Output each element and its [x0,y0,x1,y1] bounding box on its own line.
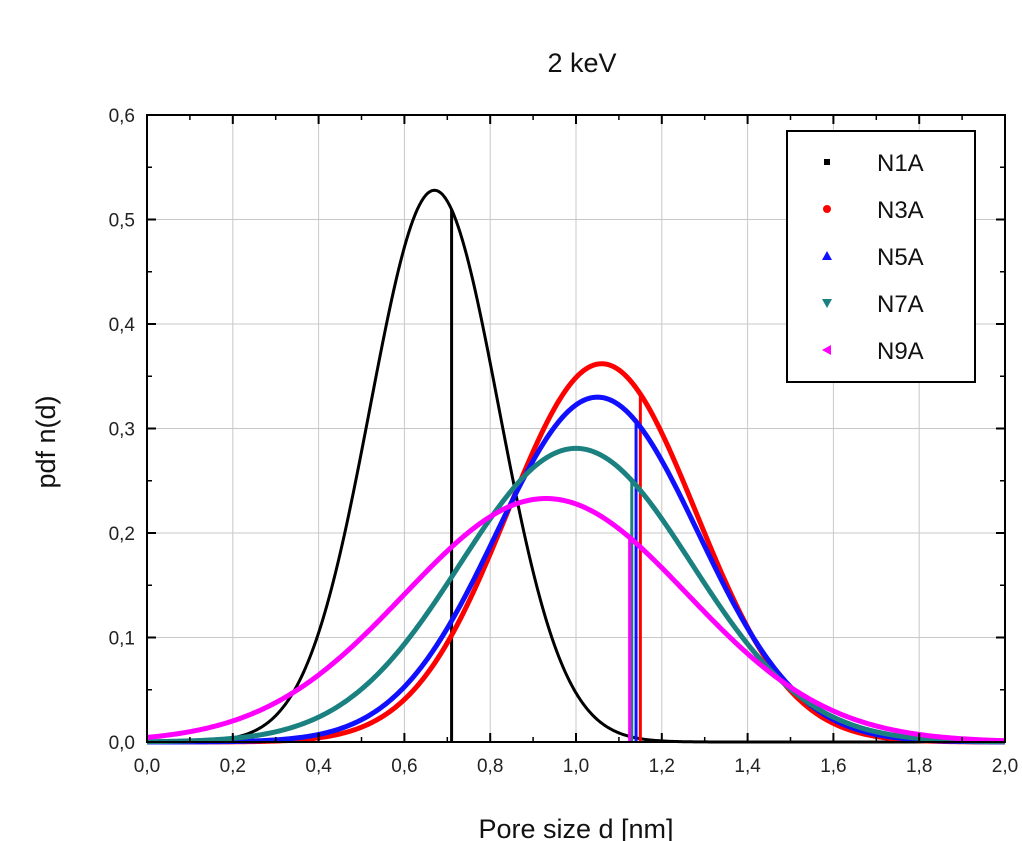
x-tick-label: 2,0 [992,756,1018,777]
y-tick-label: 0,4 [109,315,136,336]
y-tick-label: 0,0 [109,733,135,754]
x-axis-title: Pore size d [nm] [478,814,673,841]
x-tick-label: 0,4 [305,756,332,777]
x-tick-label: 1,6 [820,756,846,777]
x-tick-label: 1,2 [649,756,675,777]
y-tick-label: 0,3 [109,420,135,441]
series-line-n7a [146,445,1006,745]
x-tick-label: 1,0 [563,756,589,777]
y-tick-label: 0,5 [109,211,135,232]
legend-box [786,130,976,383]
legend-marker-square-icon [824,159,830,165]
legend-label-n1a: N1A [877,150,924,177]
legend: N1A N3A N5A N7A N9A [786,130,976,383]
y-tick-label: 0,6 [109,106,135,127]
series-line-n5a [146,394,1006,745]
legend-marker-triangle-up-icon [822,251,832,260]
legend-label-n5a: N5A [877,244,924,271]
x-tick-label: 0,2 [220,756,246,777]
legend-label-n3a: N3A [877,197,924,224]
x-tick-label: 0,6 [391,756,417,777]
x-tick-label: 0,0 [134,756,160,777]
legend-marker-circle-icon [823,205,831,213]
series-line-n9a [146,496,1006,744]
x-tick-label: 1,4 [734,756,761,777]
chart-title: 2 keV [547,48,616,78]
axes: 0,0 0,2 0,4 0,6 0,8 1,0 1,2 1,4 1,6 1,8 2,0 0,0 0,1 0… [109,106,1019,777]
legend-marker-triangle-left-icon [822,345,831,355]
x-tick-label: 0,8 [477,756,503,777]
y-tick-label: 0,2 [109,524,135,545]
legend-label-n9a: N9A [877,338,924,365]
y-tick-label: 0,1 [109,629,135,650]
y-axis-title: pdf n(d) [31,395,61,488]
x-tick-label: 1,8 [906,756,932,777]
legend-label-n7a: N7A [877,291,924,318]
legend-marker-triangle-down-icon [822,299,832,308]
